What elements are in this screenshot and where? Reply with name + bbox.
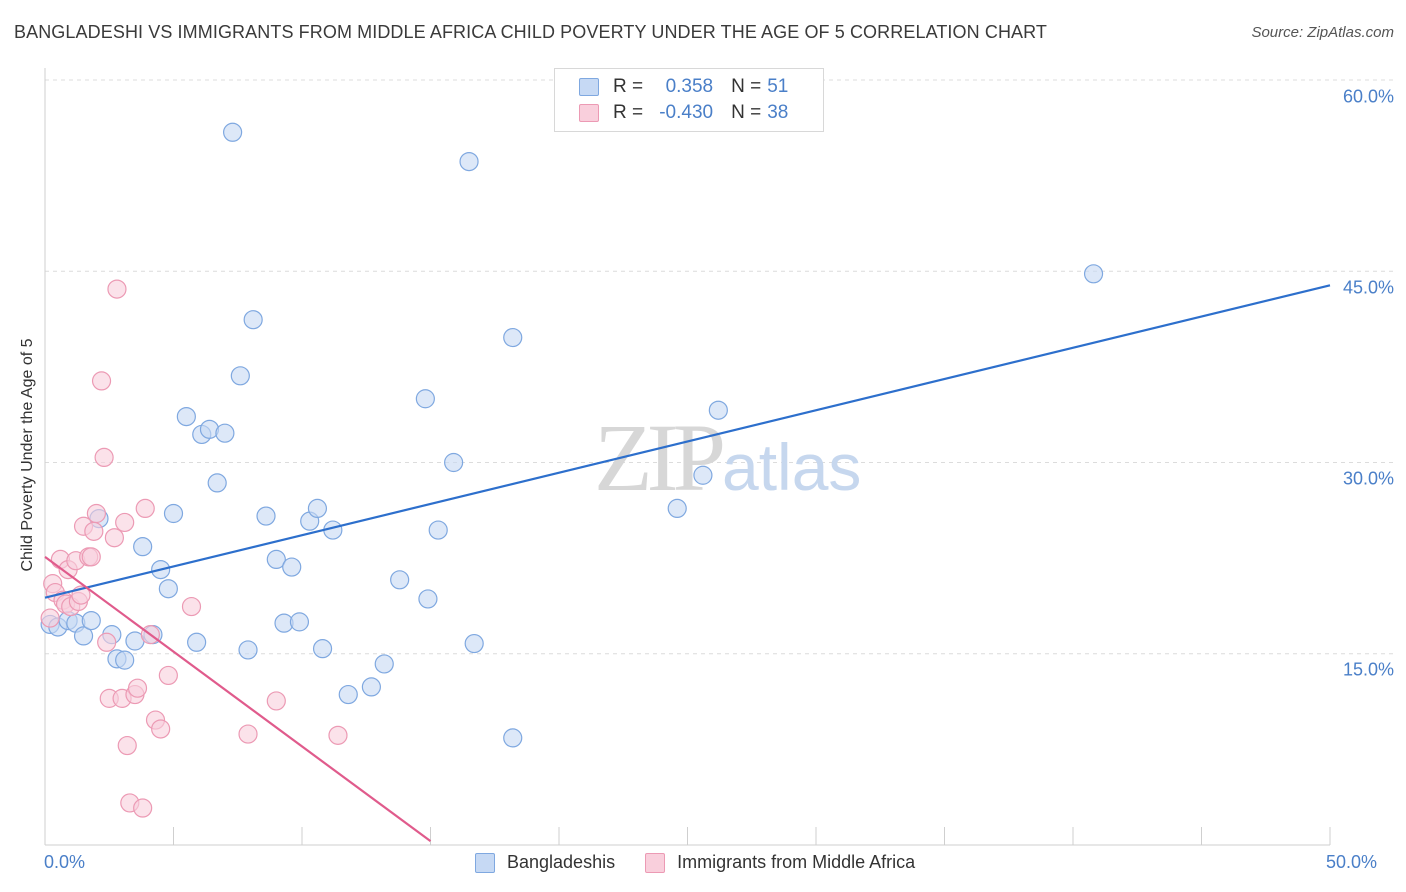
bangladeshi-point <box>215 423 235 443</box>
middle-africa-point <box>181 596 202 617</box>
bangladeshi-point <box>73 626 94 646</box>
chart-title: BANGLADESHI VS IMMIGRANTS FROM MIDDLE AF… <box>14 22 1048 42</box>
bangladeshi-point <box>459 152 479 172</box>
watermark-atlas: atlas <box>722 430 861 504</box>
bangladeshi-trendline <box>44 284 1331 599</box>
middle-africa-point <box>133 798 153 818</box>
middle-africa-point <box>135 498 155 518</box>
y-tick-label: 60.0% <box>1342 86 1394 107</box>
bangladeshi-point <box>338 684 358 705</box>
middle-africa-point <box>117 735 137 756</box>
watermark-zip: ZIP <box>594 404 723 511</box>
series-legend-item-bangladeshis: Bangladeshis <box>475 852 615 873</box>
middle-africa-point <box>86 503 107 524</box>
legend-r-value: -0.430 <box>659 102 714 123</box>
series-legend-label: Immigrants from Middle Africa <box>677 852 916 872</box>
bangladeshi-point <box>238 640 258 660</box>
bangladeshi-point <box>289 612 310 632</box>
axis-layer <box>44 68 1331 846</box>
bangladeshi-point <box>81 610 101 631</box>
bangladeshi-point <box>187 632 207 652</box>
x-tick-label: 0.0% <box>44 852 86 872</box>
points-layer <box>40 122 1104 818</box>
bangladeshi-point <box>256 506 276 526</box>
series-legend-item-middle-africa: Immigrants from Middle Africa <box>645 852 915 873</box>
middle-africa-point <box>266 691 286 711</box>
bangladeshi-point <box>207 473 227 493</box>
correlation-legend: R = 0.358 N = 51 R = -0.430 N = 38 <box>554 68 824 132</box>
bangladeshi-point <box>282 557 302 577</box>
bangladeshi-point <box>464 633 484 654</box>
source-label: Source: ZipAtlas.com <box>1251 24 1394 41</box>
bangladeshi-point <box>312 639 333 659</box>
bangladeshi-point <box>503 728 523 748</box>
legend-n-label: N = <box>731 102 762 123</box>
bangladeshi-point <box>361 677 381 697</box>
legend-r-value: 0.358 <box>665 76 714 97</box>
trend-layer <box>44 284 1331 843</box>
bangladeshi-point <box>418 589 438 609</box>
bangladeshi-point <box>415 389 435 409</box>
bangladeshi-point <box>708 400 728 420</box>
bangladeshi-point <box>428 520 448 540</box>
middle-africa-point <box>127 678 148 698</box>
bangladeshi-point <box>693 465 713 485</box>
watermark: ZIP atlas <box>594 404 861 511</box>
bangladeshi-point <box>230 366 250 386</box>
bangladeshi-point <box>307 498 328 518</box>
legend-r-label: R = <box>613 102 644 123</box>
middle-africa-point <box>115 512 135 533</box>
bangladeshi-point <box>390 570 410 590</box>
series-legend-label: Bangladeshis <box>507 852 616 872</box>
middle-africa-point <box>238 724 258 744</box>
middle-africa-point <box>81 547 101 567</box>
middle-africa-trendline <box>44 555 432 843</box>
bangladeshi-point <box>163 503 184 524</box>
legend-n-value: 38 <box>767 102 789 123</box>
middle-africa-point <box>151 719 171 739</box>
grid-layer <box>45 79 1395 655</box>
middle-africa-point <box>328 725 348 745</box>
series-swatch-pink <box>645 852 666 873</box>
bangladeshi-point <box>444 452 464 473</box>
y-tick-label: 15.0% <box>1342 659 1394 680</box>
legend-swatch-pink <box>579 104 599 122</box>
middle-africa-point <box>97 632 117 652</box>
y-tick-label: 30.0% <box>1342 468 1394 489</box>
x-tick-label: 50.0% <box>1326 852 1378 872</box>
bangladeshi-point <box>115 650 135 670</box>
legend-row-bangladeshis: R = 0.358 N = 51 <box>579 74 788 100</box>
series-legend: Bangladeshis Immigrants from Middle Afri… <box>475 852 945 873</box>
bangladeshi-point <box>374 654 394 674</box>
middle-africa-point <box>104 528 124 548</box>
bangladeshi-point <box>667 498 687 518</box>
bangladeshi-point <box>503 327 523 348</box>
bangladeshi-point <box>158 579 178 599</box>
middle-africa-point <box>94 447 114 467</box>
series-swatch-blue <box>475 852 495 873</box>
middle-africa-point <box>91 371 112 391</box>
bangladeshi-point <box>133 537 153 557</box>
bangladeshi-point <box>223 122 243 142</box>
middle-africa-point <box>84 521 104 541</box>
legend-n-value: 51 <box>767 76 789 97</box>
bangladeshi-point <box>243 310 263 330</box>
legend-r-label: R = <box>613 76 644 97</box>
y-tick-label: 45.0% <box>1342 277 1394 298</box>
bangladeshi-point <box>266 549 286 570</box>
legend-n-label: N = <box>731 76 762 97</box>
middle-africa-point <box>107 279 127 299</box>
legend-row-middle-africa: R = -0.430 N = 38 <box>579 100 788 126</box>
middle-africa-point <box>40 608 60 628</box>
bangladeshi-point <box>1083 264 1104 284</box>
middle-africa-point <box>158 665 178 686</box>
bangladeshi-point <box>176 407 196 427</box>
legend-swatch-blue <box>579 78 599 96</box>
